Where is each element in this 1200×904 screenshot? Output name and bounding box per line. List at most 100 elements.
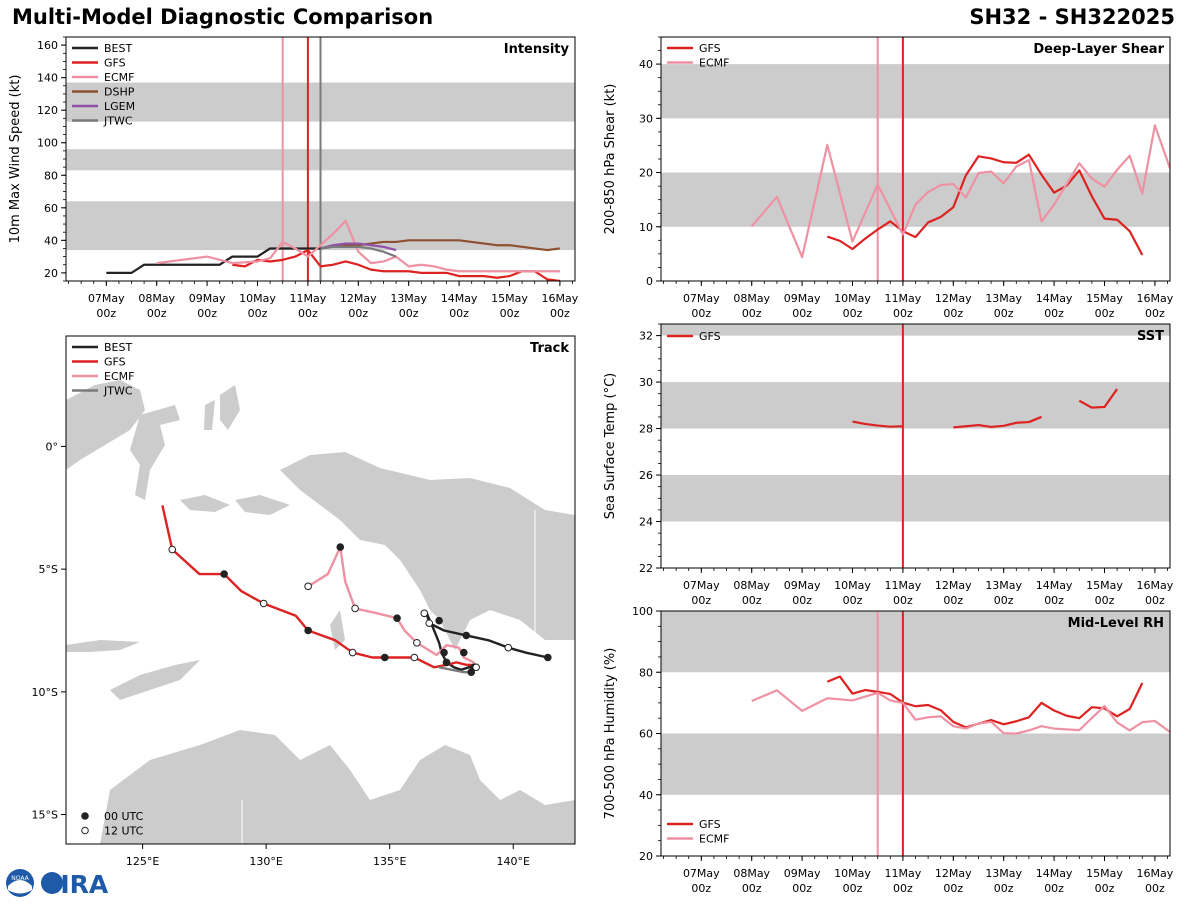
rh-title: Mid-Level RH — [1068, 616, 1164, 631]
rh-xtick-label: 10May — [834, 867, 871, 880]
intensity-xtick-label: 00z — [248, 307, 268, 320]
shear-ylabel: 200-850 hPa Shear (kt) — [603, 84, 618, 235]
sst-xtick-label: 09May — [784, 579, 821, 592]
intensity-xtick-label: 11May — [290, 292, 327, 305]
track-marker-gfs — [304, 626, 312, 635]
intensity-ytick-label: 60 — [44, 202, 58, 215]
track-ytick-label: 5°S — [39, 563, 58, 576]
sst-xtick-label: 10May — [834, 579, 871, 592]
shear-xtick-label: 00z — [943, 307, 963, 320]
intensity-line-gfs — [232, 248, 561, 281]
shear-line-ecmf — [750, 124, 1170, 259]
intensity-legend-jtwc: JTWC — [103, 115, 133, 128]
rh-xtick-label: 00z — [1095, 882, 1115, 895]
rh-ylabel: 700-500 hPa Humidity (%) — [603, 648, 618, 820]
track-marker-best — [442, 658, 451, 667]
intensity-line-lgem — [320, 242, 397, 252]
track-legend-ecmf: ECMF — [104, 370, 134, 383]
shear-xtick-label: 08May — [733, 292, 770, 305]
rh-xtick-label: 00z — [742, 882, 762, 895]
track-marker-ecmf — [393, 614, 401, 623]
shear-line-gfs — [826, 153, 1144, 256]
track-xtick-label: 140°E — [497, 855, 530, 868]
rh-xtick-label: 00z — [691, 882, 711, 895]
shear-xtick-label: 00z — [1145, 307, 1165, 320]
sst-line-gfs — [1078, 388, 1118, 409]
chart-rh: 20 40 60 80 100 07May 00z 08May 00z 09May 00z 10May… — [603, 605, 1174, 895]
intensity-title: Intensity — [504, 42, 570, 57]
sst-band — [661, 382, 1170, 429]
shear-ytick-label: 30 — [639, 112, 653, 125]
rh-xtick-label: 00z — [1145, 882, 1165, 895]
sst-band — [661, 475, 1170, 522]
shear-ytick-label: 0 — [646, 275, 653, 288]
intensity-xtick-label: 00z — [147, 307, 167, 320]
intensity-xtick-label: 00z — [449, 307, 469, 320]
intensity-xtick-label: 00z — [500, 307, 520, 320]
track-marker-legend-swatch — [81, 812, 89, 820]
sst-xtick-label: 14May — [1036, 579, 1073, 592]
intensity-legend-dshp: DSHP — [104, 86, 135, 99]
track-marker-gfs — [410, 653, 419, 662]
rh-xtick-label: 00z — [1044, 882, 1064, 895]
rh-ytick-label: 20 — [639, 850, 653, 863]
track-marker-gfs — [380, 653, 389, 662]
track-marker-gfs — [259, 599, 268, 608]
sst-ytick-label: 22 — [639, 562, 653, 575]
track-marker-best — [435, 616, 443, 625]
shear-plot-area — [750, 37, 1170, 281]
rh-xtick-label: 14May — [1036, 867, 1073, 880]
intensity-ytick-label: 100 — [37, 137, 58, 150]
intensity-line-ecmf — [156, 219, 560, 273]
shear-title: Deep-Layer Shear — [1033, 42, 1164, 57]
intensity-xtick-label: 14May — [441, 292, 478, 305]
rh-xtick-label: 15May — [1086, 867, 1123, 880]
track-marker-ecmf — [472, 663, 480, 672]
rh-legend-ecmf: ECMF — [699, 833, 729, 846]
shear-xtick-label: 15May — [1086, 292, 1123, 305]
sst-ytick-label: 32 — [639, 330, 653, 343]
shear-ytick-label: 20 — [639, 167, 653, 180]
track-legend-gfs: GFS — [104, 356, 126, 369]
track-marker-best — [544, 653, 552, 662]
sst-xtick-label: 00z — [994, 594, 1014, 607]
track-marker-best — [425, 619, 434, 627]
rh-xtick-label: 08May — [733, 867, 770, 880]
sst-xtick-label: 00z — [742, 594, 762, 607]
rh-xtick-label: 00z — [843, 882, 863, 895]
intensity-legend-lgem: LGEM — [104, 100, 135, 113]
page-title: Multi-Model Diagnostic Comparison — [12, 5, 434, 29]
track-xtick-label: 130°E — [249, 855, 282, 868]
rh-ytick-label: 60 — [639, 728, 653, 741]
shear-xtick-label: 14May — [1036, 292, 1073, 305]
rh-plot-area — [751, 611, 1170, 856]
sst-xtick-label: 00z — [1044, 594, 1064, 607]
sst-xtick-label: 16May — [1137, 579, 1174, 592]
intensity-ytick-label: 140 — [37, 72, 58, 85]
rh-xtick-label: 09May — [784, 867, 821, 880]
rh-xtick-label: 00z — [943, 882, 963, 895]
track-marker-ecmf — [304, 582, 312, 591]
rh-band — [661, 611, 1170, 673]
track-title: Track — [530, 341, 569, 356]
shear-ytick-label: 40 — [639, 58, 653, 71]
sst-ytick-label: 24 — [639, 516, 653, 529]
shear-xtick-label: 00z — [1095, 307, 1115, 320]
intensity-ylabel: 10m Max Wind Speed (kt) — [8, 75, 23, 244]
sst-xtick-label: 15May — [1086, 579, 1123, 592]
intensity-xtick-label: 00z — [197, 307, 217, 320]
rh-line-ecmf — [751, 689, 1170, 735]
track-marker-gfs — [220, 570, 228, 578]
sst-ytick-label: 28 — [639, 423, 653, 436]
sst-xtick-label: 00z — [691, 594, 711, 607]
track-marker-best — [504, 643, 513, 652]
cira-logo: NOAA CIRA — [4, 866, 114, 904]
track-marker-best — [420, 609, 429, 618]
shear-xtick-label: 09May — [784, 292, 821, 305]
intensity-line-dshp — [320, 239, 561, 252]
sst-xtick-label: 00z — [943, 594, 963, 607]
shear-xtick-label: 12May — [935, 292, 972, 305]
intensity-plot-area — [106, 37, 561, 281]
sst-title: SST — [1137, 329, 1164, 344]
track-marker-ecmf — [351, 604, 359, 613]
